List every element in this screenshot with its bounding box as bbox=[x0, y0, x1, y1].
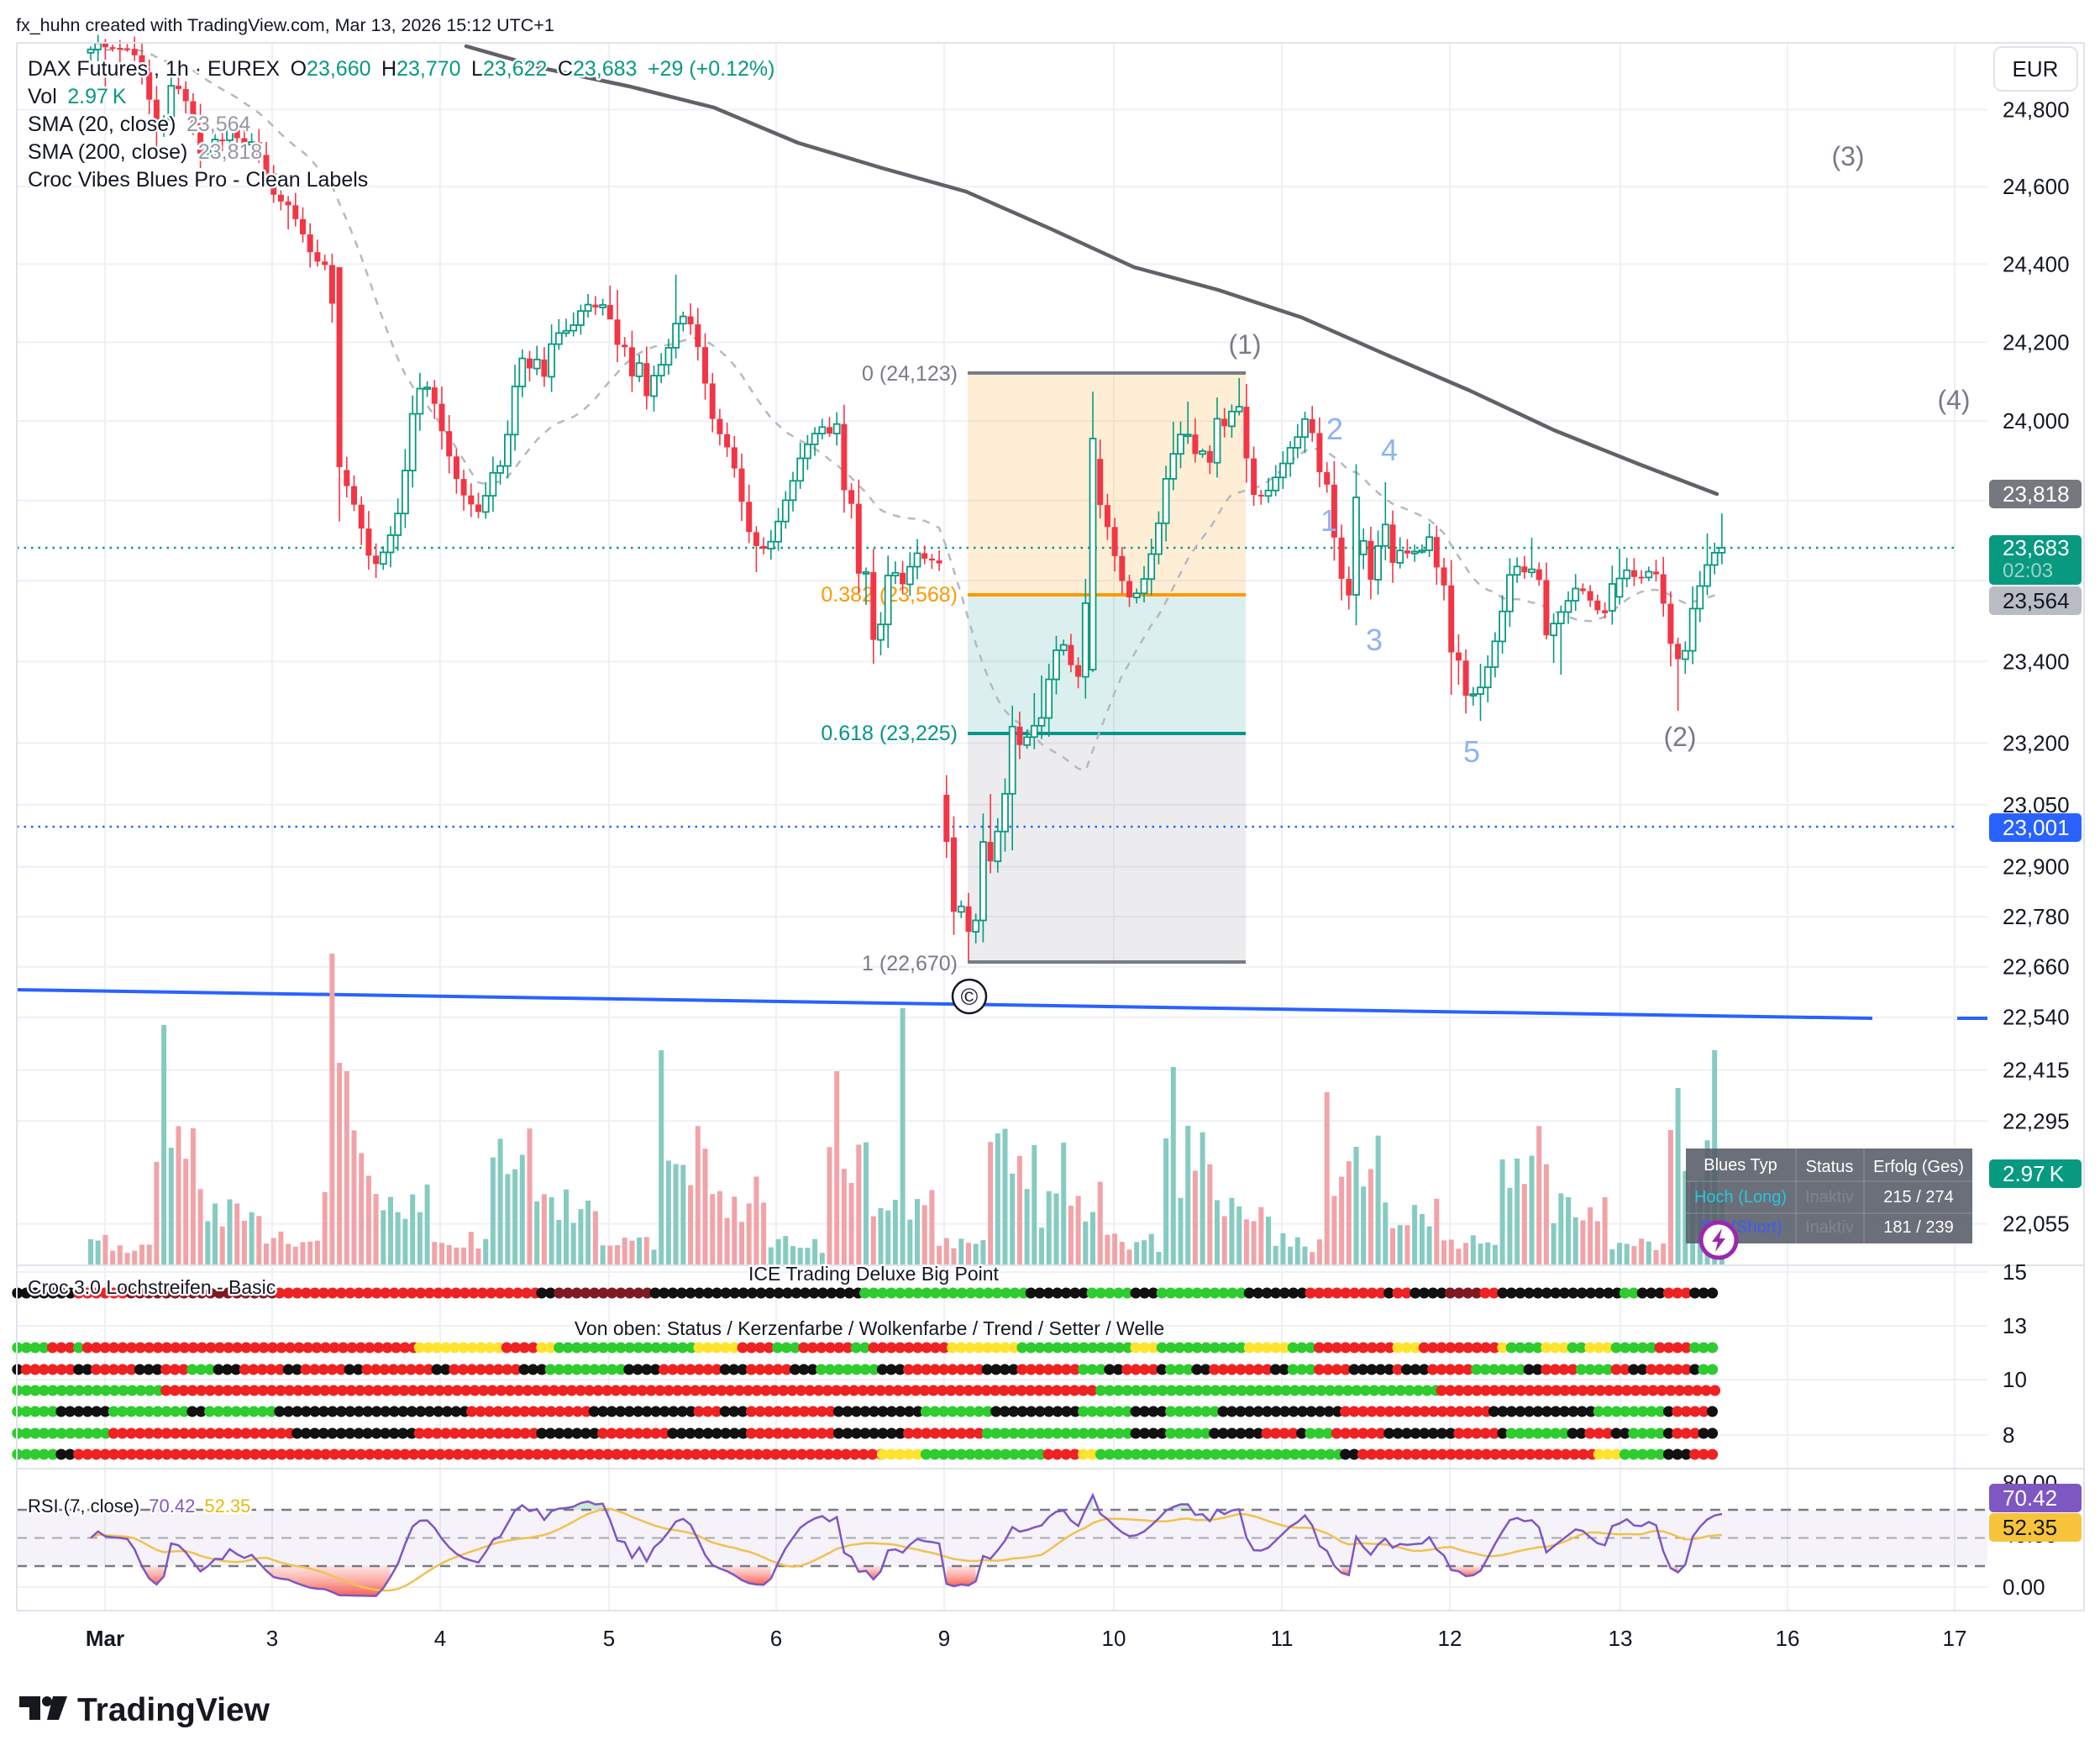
svg-text:3: 3 bbox=[1366, 623, 1383, 657]
svg-text:24,000: 24,000 bbox=[2003, 408, 2070, 434]
svg-text:10: 10 bbox=[2003, 1367, 2027, 1392]
svg-text:23,564: 23,564 bbox=[2003, 588, 2070, 613]
svg-text:1: 1 bbox=[1320, 503, 1337, 538]
svg-text:SMA (200, close) 23,818: SMA (200, close) 23,818 bbox=[28, 140, 262, 164]
svg-text:©: © bbox=[961, 984, 979, 1010]
svg-text:Hoch (Long): Hoch (Long) bbox=[1694, 1188, 1787, 1206]
svg-text:23,001: 23,001 bbox=[2003, 815, 2070, 840]
svg-text:EUR: EUR bbox=[2013, 56, 2059, 81]
svg-text:22,540: 22,540 bbox=[2003, 1005, 2070, 1030]
svg-text:23,400: 23,400 bbox=[2003, 649, 2070, 674]
svg-text:181 / 239: 181 / 239 bbox=[1883, 1218, 1953, 1237]
svg-text:Mar: Mar bbox=[86, 1626, 124, 1651]
svg-text:16: 16 bbox=[1776, 1626, 1800, 1651]
svg-text:13: 13 bbox=[2003, 1313, 2027, 1338]
svg-text:22,055: 22,055 bbox=[2003, 1212, 2070, 1237]
svg-text:6: 6 bbox=[770, 1626, 782, 1651]
svg-text:22,415: 22,415 bbox=[2003, 1058, 2070, 1083]
svg-text:5: 5 bbox=[603, 1626, 615, 1651]
svg-text:15: 15 bbox=[2003, 1259, 2027, 1285]
svg-text:2: 2 bbox=[1326, 412, 1343, 446]
svg-text:22,780: 22,780 bbox=[2003, 904, 2070, 929]
svg-text:12: 12 bbox=[1438, 1626, 1462, 1651]
svg-text:4: 4 bbox=[434, 1626, 446, 1651]
svg-text:70.42: 70.42 bbox=[2003, 1485, 2057, 1511]
svg-text:Croc 3.0 Lochstreifen - Basic: Croc 3.0 Lochstreifen - Basic bbox=[28, 1276, 276, 1298]
svg-text:9: 9 bbox=[938, 1626, 950, 1651]
svg-text:0 (24,123): 0 (24,123) bbox=[862, 362, 958, 386]
svg-text:1 (22,670): 1 (22,670) bbox=[862, 952, 958, 975]
svg-text:3: 3 bbox=[266, 1626, 278, 1651]
svg-text:23,683: 23,683 bbox=[2003, 535, 2070, 560]
svg-text:4: 4 bbox=[1381, 433, 1398, 467]
svg-text:22,900: 22,900 bbox=[2003, 854, 2070, 880]
svg-text:Inaktiv: Inaktiv bbox=[1805, 1188, 1854, 1206]
svg-text:24,600: 24,600 bbox=[2003, 174, 2070, 199]
svg-text:22,295: 22,295 bbox=[2003, 1108, 2070, 1133]
svg-text:52.35: 52.35 bbox=[2003, 1515, 2057, 1540]
svg-text:215 / 274: 215 / 274 bbox=[1883, 1188, 1953, 1206]
svg-text:02:03: 02:03 bbox=[2003, 560, 2053, 582]
svg-text:8: 8 bbox=[2003, 1422, 2014, 1448]
svg-text:TradingView: TradingView bbox=[77, 1692, 270, 1728]
svg-text:RSI (7, close) 70.42 52.35: RSI (7, close) 70.42 52.35 bbox=[28, 1496, 250, 1517]
svg-text:24,800: 24,800 bbox=[2003, 97, 2070, 123]
svg-text:22,660: 22,660 bbox=[2003, 954, 2070, 980]
svg-text:10: 10 bbox=[1102, 1626, 1126, 1651]
svg-text:(2): (2) bbox=[1663, 722, 1696, 752]
svg-text:5: 5 bbox=[1463, 734, 1480, 769]
svg-text:(1): (1) bbox=[1228, 329, 1261, 360]
svg-text:17: 17 bbox=[1943, 1626, 1967, 1651]
svg-text:24,400: 24,400 bbox=[2003, 251, 2070, 276]
svg-text:Croc Vibes Blues Pro - Clean L: Croc Vibes Blues Pro - Clean Labels bbox=[28, 168, 368, 192]
svg-text:2.97 K: 2.97 K bbox=[2003, 1161, 2065, 1186]
svg-text:23,818: 23,818 bbox=[2003, 481, 2070, 507]
svg-text:23,200: 23,200 bbox=[2003, 731, 2070, 756]
svg-text:Status: Status bbox=[1806, 1158, 1854, 1176]
svg-text:13: 13 bbox=[1609, 1626, 1633, 1651]
svg-text:Von oben: Status / Kerzenfarbe: Von oben: Status / Kerzenfarbe / Wolkenf… bbox=[575, 1317, 1164, 1339]
svg-text:24,200: 24,200 bbox=[2003, 329, 2070, 355]
svg-text:SMA (20, close) 23,564: SMA (20, close) 23,564 bbox=[28, 113, 251, 136]
svg-text:23,050: 23,050 bbox=[2003, 792, 2070, 817]
svg-text:0.618 (23,225): 0.618 (23,225) bbox=[821, 722, 958, 745]
svg-text:11: 11 bbox=[1271, 1626, 1294, 1651]
svg-text:Inaktiv: Inaktiv bbox=[1805, 1218, 1854, 1237]
svg-text:(3): (3) bbox=[1831, 141, 1864, 171]
svg-text:Blues Typ: Blues Typ bbox=[1704, 1156, 1777, 1175]
svg-text:ICE Trading Deluxe Big Point: ICE Trading Deluxe Big Point bbox=[748, 1263, 999, 1285]
svg-text:Vol 2.97 K: Vol 2.97 K bbox=[28, 85, 127, 108]
svg-text:fx_huhn created with TradingVi: fx_huhn created with TradingView.com, Ma… bbox=[16, 15, 554, 35]
svg-text:0.00: 0.00 bbox=[2003, 1574, 2045, 1600]
svg-text:DAX Futures , 1h · EUREX O23,6: DAX Futures , 1h · EUREX O23,660 H23,770… bbox=[28, 57, 774, 81]
svg-text:(4): (4) bbox=[1937, 385, 1970, 415]
svg-text:Erfolg (Ges): Erfolg (Ges) bbox=[1873, 1158, 1964, 1176]
